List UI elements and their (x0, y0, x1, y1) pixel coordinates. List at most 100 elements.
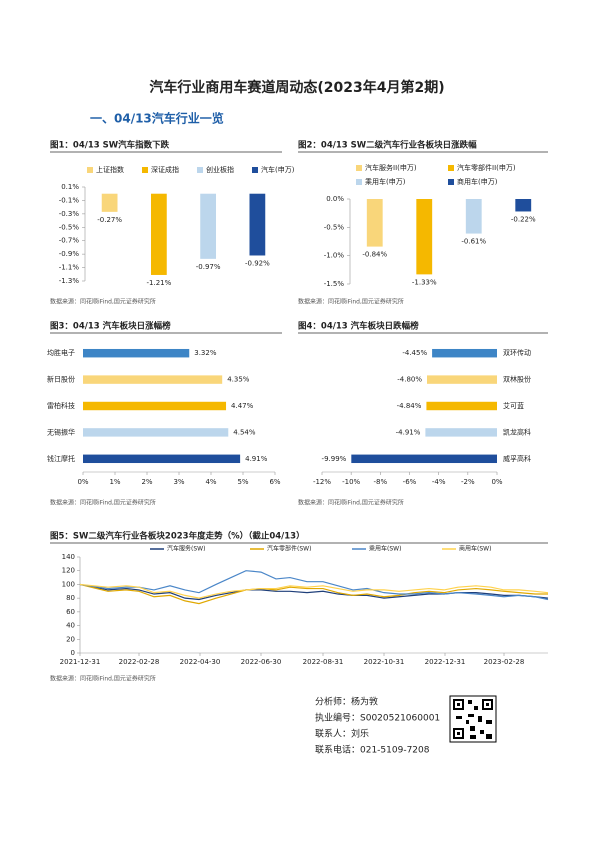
legend-swatch (448, 179, 454, 185)
bar (425, 428, 497, 437)
value-label: -1.21% (146, 279, 171, 287)
value-label: -0.92% (245, 259, 270, 267)
legend-swatch (197, 167, 203, 173)
bar (101, 193, 118, 212)
bar (83, 348, 190, 358)
legend-label: 汽车服务II(申万) (365, 163, 417, 172)
legend-label: 创业板指 (206, 165, 234, 174)
x-tick-label: 2022-04-30 (180, 658, 221, 666)
legend-label: 汽车(申万) (261, 165, 295, 174)
bar (83, 401, 227, 411)
y-tick-label: -0.3% (59, 210, 80, 218)
category-label: 双环传动 (503, 348, 531, 357)
x-tick-label: 0% (491, 478, 502, 486)
x-tick-label: -6% (403, 478, 417, 486)
y-tick-label: 20 (66, 635, 75, 643)
legend-swatch (448, 165, 454, 171)
qr-code (449, 695, 497, 743)
bar (83, 428, 229, 437)
bar (427, 375, 497, 384)
x-tick-label: 6% (269, 478, 280, 486)
y-tick-label: 40 (66, 622, 75, 630)
y-tick-label: 60 (66, 608, 75, 616)
bar (366, 199, 383, 247)
legend-swatch (356, 179, 362, 185)
category-label: 雷柏科技 (47, 401, 75, 410)
x-tick-label: -4% (432, 478, 446, 486)
legend-label: 商用车(SW) (459, 545, 491, 553)
analyst: 分析师：杨为敩 (315, 696, 378, 708)
y-tick-label: -0.7% (59, 237, 80, 245)
x-tick-label: -12% (313, 478, 331, 486)
value-label: -4.91% (396, 428, 421, 436)
bar (83, 375, 223, 384)
y-tick-label: 140 (62, 553, 75, 561)
bar (200, 193, 217, 259)
value-label: -0.97% (196, 263, 221, 271)
figure-title: 图4：04/13 汽车板块日跌幅榜 (298, 321, 419, 332)
x-tick-label: 3% (173, 478, 184, 486)
value-label: -0.84% (362, 251, 387, 259)
legend-label: 汽车服务(SW) (167, 545, 205, 553)
legend-label: 乘用车(SW) (369, 545, 401, 553)
x-tick-label: -8% (374, 478, 388, 486)
x-tick-label: 2022-08-31 (303, 658, 344, 666)
y-tick-label: -0.5% (59, 223, 80, 231)
y-tick-label: 100 (62, 580, 75, 588)
bar (150, 193, 167, 275)
value-label: -4.84% (397, 402, 422, 410)
line-series (79, 583, 549, 601)
value-label: -4.80% (397, 376, 422, 384)
x-tick-label: 2% (141, 478, 152, 486)
x-tick-label: -2% (461, 478, 475, 486)
x-tick-label: 4% (205, 478, 216, 486)
bar (351, 454, 497, 464)
legend-swatch (142, 167, 148, 173)
line-series (79, 570, 549, 601)
y-tick-label: -0.1% (59, 196, 80, 204)
y-tick-label: 0.0% (326, 195, 344, 203)
category-label: 均胜电子 (47, 348, 75, 357)
category-label: 凯龙高科 (503, 427, 531, 436)
page-title: 汽车行业商用车赛道周动态(2023年4月第2期) (149, 79, 444, 96)
legend-label: 汽车零部件(SW) (267, 545, 311, 553)
value-label: -9.99% (322, 455, 347, 463)
bar (426, 401, 497, 411)
value-label: -1.33% (412, 278, 437, 286)
y-tick-label: 0 (71, 649, 75, 657)
category-label: 双林股份 (503, 375, 531, 384)
x-tick-label: 2022-06-30 (241, 658, 282, 666)
value-label: 4.54% (233, 428, 256, 436)
y-tick-label: 0.1% (61, 183, 79, 191)
bar (515, 199, 532, 212)
value-label: -0.27% (97, 216, 122, 224)
x-tick-label: 2023-02-28 (484, 658, 525, 666)
line-series (79, 583, 548, 605)
figure-title: 图2：04/13 SW二级汽车行业各板块日涨跌幅 (298, 140, 477, 151)
legend-label: 汽车零部件II(申万) (457, 163, 516, 172)
contact-phone: 联系电话：021-5109-7208 (315, 744, 430, 756)
figure-source: 数据来源：同花顺iFind,国元证券研究所 (298, 298, 404, 306)
y-tick-label: -1.5% (324, 280, 345, 288)
x-tick-label: -10% (342, 478, 360, 486)
figure-source: 数据来源：同花顺iFind,国元证券研究所 (50, 499, 156, 507)
figure-title: 图3：04/13 汽车板块日涨幅榜 (50, 321, 171, 332)
legend-label: 乘用车(申万) (365, 177, 406, 186)
x-tick-label: 5% (237, 478, 248, 486)
x-tick-label: 2022-12-31 (425, 658, 466, 666)
bar (432, 348, 497, 358)
figure-source: 数据来源：同花顺iFind,国元证券研究所 (50, 298, 156, 306)
figure-title: 图1：04/13 SW汽车指数下跌 (50, 140, 170, 151)
legend-swatch (87, 167, 93, 173)
line-series (79, 583, 549, 599)
category-label: 无锡振华 (47, 427, 75, 436)
category-label: 威孚高科 (503, 454, 531, 463)
figure-source: 数据来源：同花顺iFind,国元证券研究所 (298, 499, 404, 507)
value-label: -0.22% (511, 215, 536, 223)
y-tick-label: -1.3% (59, 277, 80, 285)
y-tick-label: -1.1% (59, 264, 80, 272)
legend-swatch (252, 167, 258, 173)
value-label: 3.32% (194, 349, 217, 357)
value-label: 4.35% (227, 376, 250, 384)
